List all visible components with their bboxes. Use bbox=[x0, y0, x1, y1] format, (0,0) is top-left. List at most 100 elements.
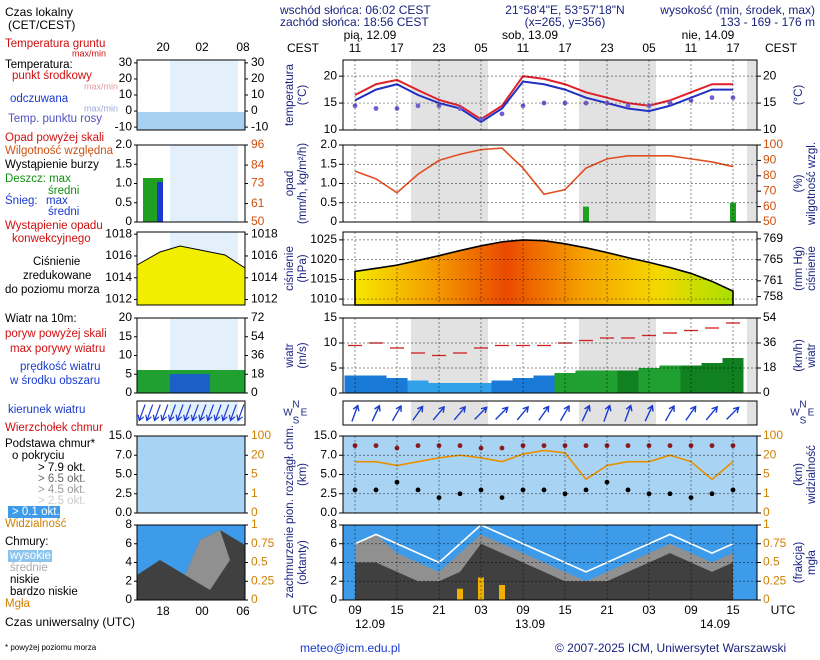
utc-hour: 21 bbox=[600, 603, 614, 617]
series-bar bbox=[386, 378, 408, 393]
y-tick-label: 4 bbox=[330, 555, 337, 569]
mini-deco bbox=[185, 530, 230, 590]
y2-tick-label: 100 bbox=[763, 137, 783, 151]
mini-y-tick-label: 1018 bbox=[105, 226, 132, 240]
legend-entry: > 0.1 okt. bbox=[12, 506, 60, 518]
mini-y-tick-label: 0 bbox=[125, 103, 132, 117]
legend-entry: niskie bbox=[10, 574, 39, 586]
y2-axis-title: wiatr bbox=[806, 343, 818, 368]
compass-letter: E bbox=[808, 408, 815, 419]
footnote: * powyżej poziomu morza bbox=[5, 643, 97, 652]
y2-tick-label: 90 bbox=[763, 153, 777, 167]
panel-background bbox=[343, 60, 757, 130]
y-axis-title: opad bbox=[284, 171, 296, 197]
wind-arrow bbox=[726, 406, 740, 420]
panel-frame bbox=[342, 317, 758, 394]
legend-entry: max/min bbox=[72, 48, 106, 58]
y2-tick-label: 20 bbox=[763, 68, 777, 82]
y2-tick-label: 0 bbox=[763, 385, 770, 399]
utc-hour: 15 bbox=[390, 603, 404, 617]
local-hour: 11 bbox=[517, 41, 530, 55]
mini-background bbox=[137, 436, 245, 513]
mini-deco bbox=[175, 404, 184, 422]
panel-frame bbox=[342, 59, 758, 131]
y2-axis-title: wilgotność wzgl. bbox=[806, 142, 818, 226]
local-time-title: Czas lokalny bbox=[5, 5, 73, 19]
y2-axis-title: ciśnienie bbox=[806, 246, 818, 291]
series-dot bbox=[499, 445, 505, 451]
y-tick-label: 1.0 bbox=[320, 176, 337, 190]
legend-entry: poryw powyżej skali bbox=[5, 328, 107, 340]
mini-deco bbox=[221, 404, 230, 422]
wind-arrow bbox=[664, 404, 675, 422]
y-tick-label: 8 bbox=[330, 517, 337, 531]
wind-arrow bbox=[432, 405, 446, 421]
panel-frame bbox=[342, 231, 758, 306]
mini-y-tick-label: 10 bbox=[119, 348, 133, 362]
wind-arrow bbox=[581, 404, 591, 422]
legend-entry: do poziomu morza bbox=[5, 284, 100, 296]
y-axis-title: (°C) bbox=[297, 85, 309, 106]
legend-entry: Mgła bbox=[5, 598, 31, 610]
legend-entry: w środku obszaru bbox=[9, 375, 100, 387]
wind-arrow bbox=[559, 404, 570, 422]
elevation: 133 - 169 - 176 m bbox=[720, 15, 815, 29]
mini-deco bbox=[190, 404, 199, 422]
mini-y-tick-label: 8 bbox=[125, 517, 132, 531]
mini-y-tick-label: 5.0 bbox=[115, 467, 132, 481]
series-dot bbox=[478, 116, 484, 122]
mini-y-tick-label: 5 bbox=[125, 366, 132, 380]
series-dot bbox=[394, 479, 400, 485]
local-hour: 23 bbox=[432, 41, 446, 55]
y-axis-title: ciśnienie bbox=[284, 246, 296, 291]
series-dot bbox=[373, 487, 379, 493]
y2-tick-label: 0.75 bbox=[763, 536, 787, 550]
grid-point: (x=265, y=356) bbox=[525, 15, 606, 29]
mini-y2-tick-label: 0 bbox=[251, 592, 258, 606]
panel-background bbox=[343, 401, 757, 425]
mini-y-tick-label: -10 bbox=[115, 119, 133, 133]
y2-tick-label: 0 bbox=[763, 592, 770, 606]
mini-y-tick-label: 1014 bbox=[105, 270, 132, 284]
mini-deco bbox=[213, 404, 222, 422]
legend-entry: średni bbox=[48, 206, 79, 218]
y2-axis-title: widzialność bbox=[806, 445, 818, 505]
y-axis-title: (mm/h, kg/m²/h) bbox=[297, 143, 309, 224]
legend-entry: o pokryciu bbox=[12, 450, 64, 462]
y-tick-label: 2 bbox=[330, 573, 337, 587]
mini-deco bbox=[170, 374, 210, 393]
mini-deco bbox=[137, 404, 146, 422]
series-bar bbox=[659, 365, 681, 393]
legend-entry: średni bbox=[48, 185, 79, 197]
y2-axis-title: (mm Hg) bbox=[793, 246, 805, 291]
mini-utc-tick: 00 bbox=[195, 604, 209, 618]
y2-axis-title: (frakcja) bbox=[793, 542, 805, 584]
y-tick-label: 0 bbox=[330, 385, 337, 399]
series-dot bbox=[583, 443, 589, 449]
legend-entry: max/min bbox=[84, 103, 118, 113]
y2-axis-title: mgła bbox=[806, 549, 818, 575]
mini-y-tick-label: 1012 bbox=[105, 292, 132, 306]
wind-arrow bbox=[624, 404, 633, 422]
series-line bbox=[354, 524, 734, 573]
wind-arrow bbox=[705, 405, 719, 421]
local-hour: 17 bbox=[390, 41, 404, 55]
utc-hour: 09 bbox=[516, 603, 530, 617]
series-line bbox=[354, 75, 733, 121]
legend-entry: Śnieg: bbox=[5, 194, 38, 207]
mini-y-tick-label: 1.0 bbox=[115, 176, 132, 190]
mini-y2-tick-label: 0 bbox=[251, 385, 258, 399]
elevation-title: wysokość (min, środek, max) bbox=[659, 3, 815, 17]
series-area bbox=[354, 239, 734, 306]
email: meteo@icm.edu.pl bbox=[300, 641, 400, 655]
y-tick-label: 1025 bbox=[310, 232, 337, 246]
legend-entry: bardzo niskie bbox=[10, 586, 78, 598]
mini-y-tick-label: 1016 bbox=[105, 248, 132, 262]
mini-y2-tick-label: 30 bbox=[251, 55, 265, 69]
mini-y2-tick-label: 54 bbox=[251, 329, 265, 343]
night-band bbox=[747, 318, 757, 393]
mini-y-tick-label: 30 bbox=[119, 55, 133, 69]
wind-arrow bbox=[516, 405, 530, 421]
series-dot bbox=[499, 111, 505, 117]
mini-y2-tick-label: 20 bbox=[251, 447, 265, 461]
